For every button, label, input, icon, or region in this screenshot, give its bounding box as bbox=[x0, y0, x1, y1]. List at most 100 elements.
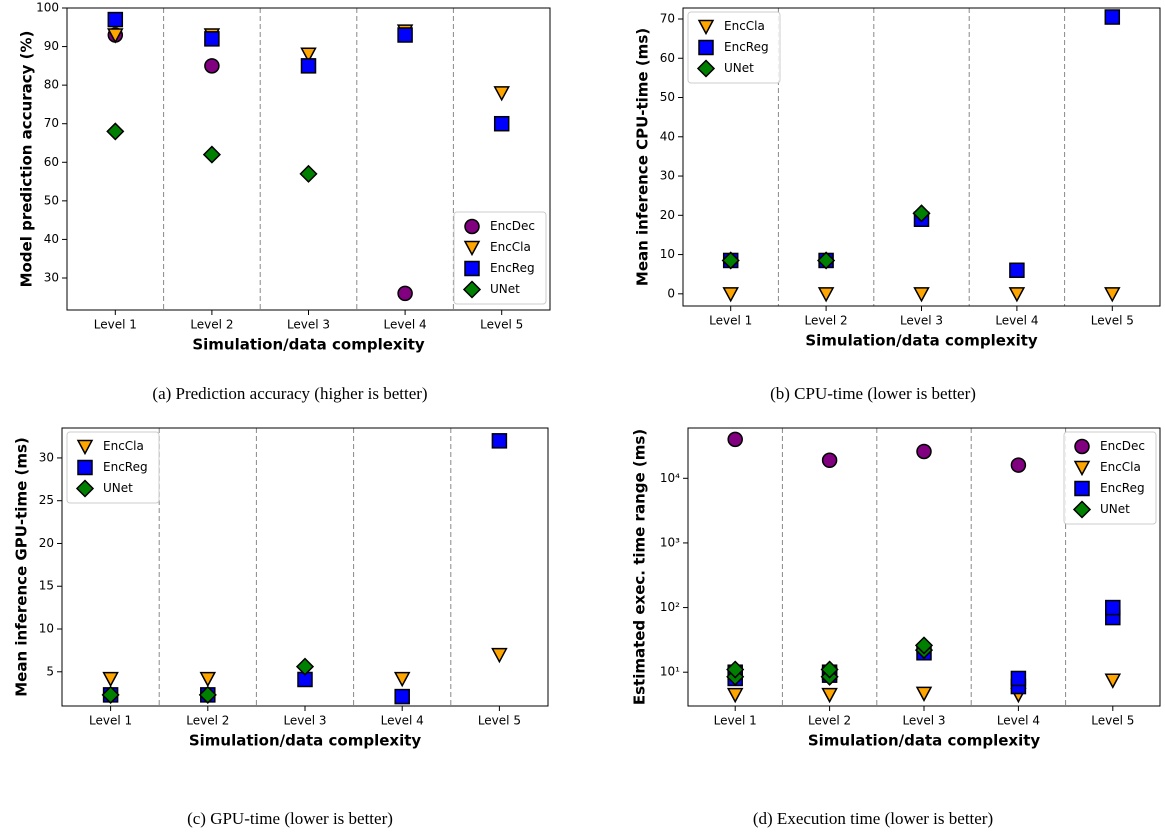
y-tick-label: 5 bbox=[46, 664, 54, 678]
legend-marker bbox=[75, 479, 95, 498]
plot-frame bbox=[687, 427, 1161, 707]
y-tick-label: 70 bbox=[44, 116, 59, 130]
y-tick-label: 100 bbox=[36, 1, 59, 15]
legend: EncCla EncReg UNet bbox=[66, 431, 160, 504]
x-axis-label: Simulation/data complexity bbox=[805, 332, 1038, 350]
data-point bbox=[102, 671, 119, 688]
y-tick-label: 60 bbox=[44, 155, 59, 169]
y-tick-label: 0 bbox=[667, 286, 675, 300]
caption: (c) GPU-time (lower is better) bbox=[187, 809, 393, 828]
data-point bbox=[198, 685, 217, 704]
data-point bbox=[1104, 673, 1122, 689]
legend-marker bbox=[464, 218, 480, 235]
x-tick-label: Level 3 bbox=[900, 314, 943, 328]
data-point bbox=[726, 687, 744, 704]
legend-marker bbox=[1074, 480, 1090, 497]
data-point bbox=[821, 687, 838, 704]
plot-frame bbox=[61, 427, 549, 707]
legend: EncDec EncCla EncReg UNet bbox=[453, 211, 547, 305]
data-point bbox=[1010, 670, 1027, 687]
x-tick-label: Level 3 bbox=[287, 318, 330, 332]
legend-label: UNet bbox=[724, 61, 754, 75]
data-point bbox=[204, 58, 220, 74]
legend-marker bbox=[1072, 500, 1092, 519]
data-point bbox=[393, 671, 411, 688]
x-tick-label: Level 2 bbox=[808, 714, 851, 728]
data-point bbox=[820, 660, 839, 679]
x-tick-label: Level 3 bbox=[283, 714, 326, 728]
y-tick-label: 90 bbox=[44, 39, 59, 53]
legend-marker bbox=[696, 59, 716, 78]
data-point bbox=[912, 204, 931, 223]
data-point bbox=[727, 431, 743, 448]
x-tick-label: Level 4 bbox=[384, 318, 427, 332]
data-point bbox=[493, 86, 510, 102]
legend-label: EncReg bbox=[1100, 481, 1145, 495]
subplot: 30 40 50 60 70 80 90 100 Level 1 Level 2 Level 3 Le… bbox=[18, 1, 551, 403]
x-tick-label: Level 5 bbox=[478, 714, 521, 728]
y-tick-label: 80 bbox=[44, 78, 59, 92]
data-point bbox=[1104, 9, 1121, 25]
subplot: 10¹ 10² 10³ 10⁴ Level 1 Level 2 Level 3 Level 4… bbox=[631, 427, 1161, 828]
y-tick-label: 10⁴ bbox=[660, 471, 680, 485]
legend-marker bbox=[1074, 438, 1090, 455]
x-tick-label: Level 3 bbox=[902, 714, 945, 728]
y-tick-label: 60 bbox=[660, 51, 675, 65]
data-point bbox=[491, 647, 508, 664]
legend-label: EncCla bbox=[103, 439, 144, 453]
legend-marker bbox=[1073, 460, 1091, 477]
x-tick-label: Level 1 bbox=[709, 314, 752, 328]
data-point bbox=[394, 688, 410, 705]
x-tick-label: Level 5 bbox=[480, 318, 523, 332]
data-point bbox=[202, 145, 221, 164]
subplot: 0 10 20 30 40 50 60 70 Level 1 Level 2 Level 3 Leve… bbox=[634, 7, 1161, 403]
data-point bbox=[300, 58, 317, 74]
x-axis-label: Simulation/data complexity bbox=[192, 336, 425, 354]
data-point bbox=[493, 115, 510, 132]
legend-label: EncDec bbox=[1100, 439, 1145, 453]
data-point bbox=[107, 11, 124, 28]
data-point bbox=[1105, 599, 1121, 616]
y-tick-label: 10³ bbox=[660, 535, 680, 549]
x-tick-label: Level 2 bbox=[186, 714, 229, 728]
y-axis-label: Mean inference GPU-time (ms) bbox=[13, 437, 31, 697]
data-point bbox=[295, 657, 315, 676]
legend-marker bbox=[464, 260, 480, 277]
plot-frame bbox=[66, 7, 551, 311]
legend-marker bbox=[76, 439, 94, 456]
legend-label: EncReg bbox=[490, 261, 535, 275]
y-tick-label: 10² bbox=[660, 600, 680, 614]
data-point bbox=[914, 636, 934, 655]
caption: (b) CPU-time (lower is better) bbox=[770, 384, 976, 403]
y-tick-label: 10¹ bbox=[660, 665, 680, 679]
y-tick-label: 30 bbox=[44, 270, 59, 284]
legend-marker bbox=[698, 39, 714, 56]
x-tick-label: Level 1 bbox=[89, 714, 132, 728]
data-point bbox=[817, 251, 836, 270]
data-point bbox=[913, 287, 930, 303]
y-tick-label: 10 bbox=[660, 247, 675, 261]
x-tick-label: Level 1 bbox=[94, 318, 137, 332]
legend-marker bbox=[462, 280, 482, 299]
data-point bbox=[726, 660, 745, 679]
data-point bbox=[199, 671, 217, 688]
data-point bbox=[107, 28, 124, 44]
y-tick-label: 40 bbox=[660, 129, 675, 143]
x-tick-label: Level 4 bbox=[381, 714, 424, 728]
plot-frame bbox=[682, 7, 1161, 307]
data-point bbox=[299, 164, 318, 183]
data-point bbox=[821, 452, 838, 469]
subplot: 5 10 15 20 25 30 Level 1 Level 2 Level 3 Level 4 L… bbox=[13, 427, 549, 828]
legend-label: EncDec bbox=[490, 219, 535, 233]
data-point bbox=[1009, 262, 1025, 279]
legend-label: EncCla bbox=[724, 19, 765, 33]
data-point bbox=[817, 287, 835, 303]
x-axis-label: Simulation/data complexity bbox=[808, 732, 1041, 750]
data-point bbox=[1010, 457, 1027, 473]
data-point bbox=[397, 27, 413, 43]
legend-label: EncReg bbox=[103, 460, 148, 474]
legend: EncCla EncReg UNet bbox=[687, 11, 781, 84]
x-tick-label: Level 5 bbox=[1091, 314, 1134, 328]
